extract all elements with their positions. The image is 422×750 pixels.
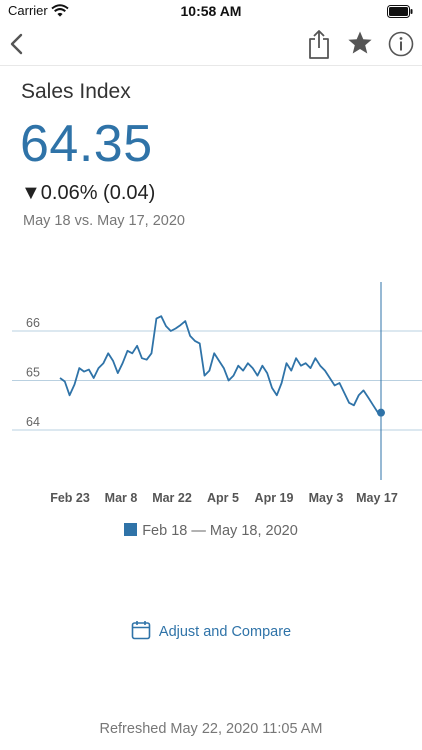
metric-title: Sales Index [21, 80, 131, 103]
x-tick-label: Apr 19 [255, 491, 294, 505]
x-tick-label: Mar 8 [105, 491, 138, 505]
x-tick-label: May 3 [309, 491, 344, 505]
y-tick-label: 65 [26, 366, 40, 380]
share-icon[interactable] [306, 28, 332, 60]
status-bar: Carrier 10:58 AM [0, 0, 422, 24]
legend-swatch [124, 523, 138, 536]
metric-value: 64.35 [20, 115, 153, 173]
x-tick-label: Feb 23 [50, 491, 90, 505]
chart-legend: Feb 18 — May 18, 2020 [0, 523, 422, 539]
chevron-left-icon[interactable] [6, 30, 30, 58]
carrier-label: Carrier [8, 3, 48, 18]
x-tick-label: May 17 [356, 491, 398, 505]
adjust-compare-button[interactable]: Adjust and Compare [0, 620, 422, 644]
y-tick-label: 64 [26, 415, 40, 429]
x-tick-label: Mar 22 [152, 491, 192, 505]
status-time: 10:58 AM [180, 3, 242, 19]
calendar-icon [131, 620, 151, 644]
refreshed-timestamp: Refreshed May 22, 2020 11:05 AM [99, 721, 323, 737]
series-line [59, 315, 379, 414]
battery-icon [387, 5, 413, 23]
star-icon[interactable] [347, 30, 373, 56]
comparison-date: May 18 vs. May 17, 2020 [23, 213, 185, 229]
nav-bar [0, 24, 422, 66]
metric-change: ▼0.06% (0.04) [21, 182, 156, 204]
wifi-icon [51, 4, 69, 22]
sales-line-chart[interactable]: 64 65 66 Feb 23 Mar 8 Mar 22 Apr 5 Apr 19 May 3… [0, 270, 422, 510]
legend-label: Feb 18 — May 18, 2020 [142, 523, 298, 539]
info-icon[interactable] [388, 31, 414, 57]
x-tick-label: Apr 5 [207, 491, 239, 505]
adjust-compare-label: Adjust and Compare [158, 624, 292, 640]
y-tick-label: 66 [26, 316, 40, 330]
